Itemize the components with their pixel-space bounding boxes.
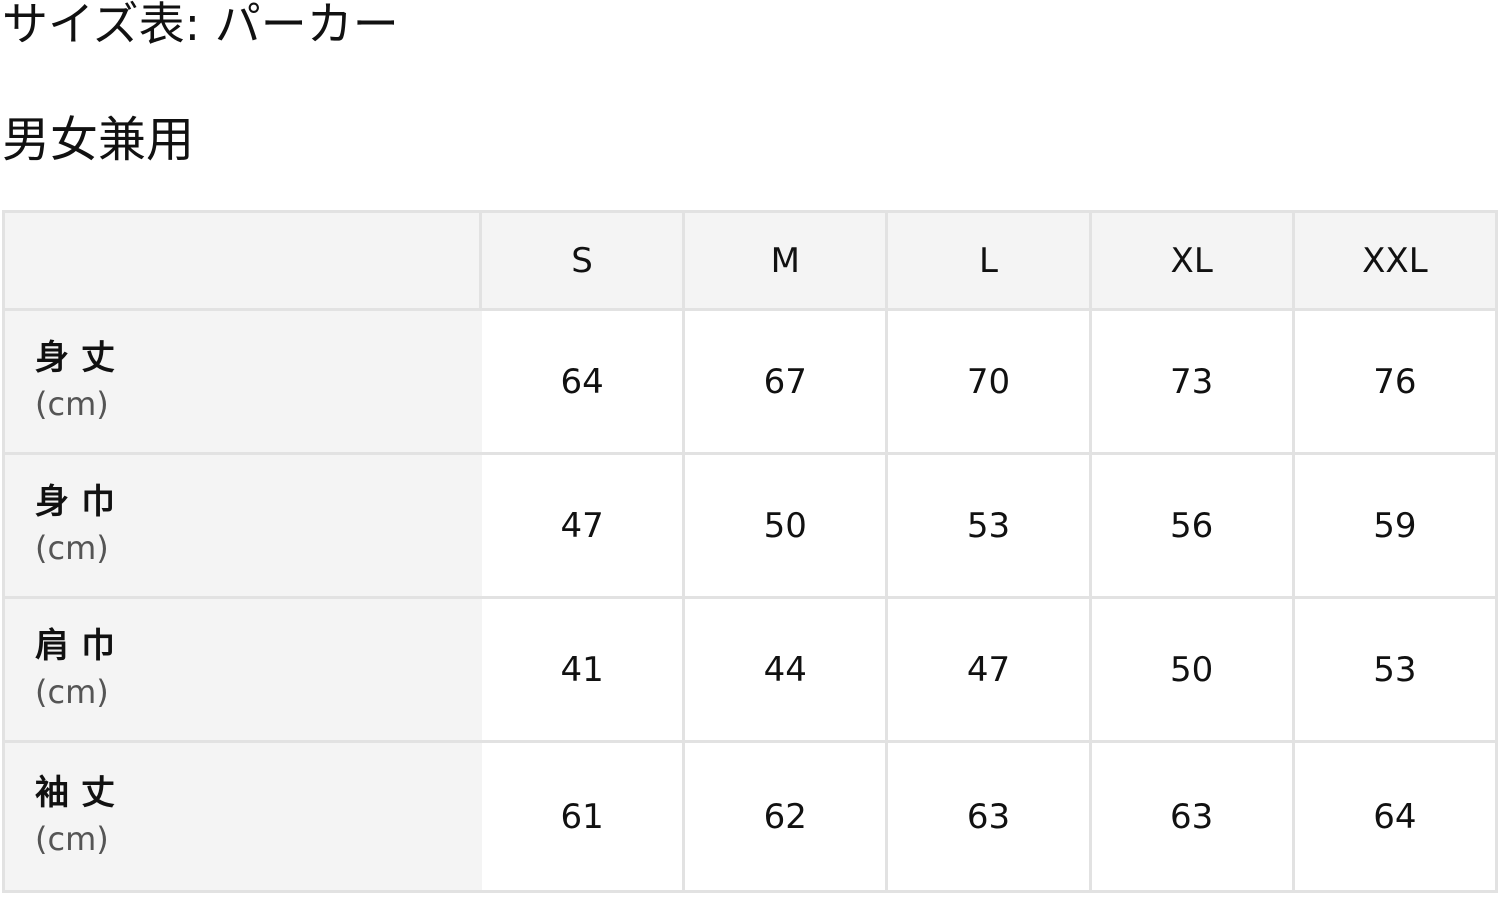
page-title: サイズ表: パーカー <box>2 0 399 51</box>
table-cell: 64 <box>1291 740 1499 893</box>
table-cell: 64 <box>478 308 686 455</box>
table-cell: 63 <box>1088 740 1295 893</box>
table-cell: 76 <box>1291 308 1499 455</box>
column-header: M <box>682 210 889 311</box>
table-cell: 56 <box>1088 452 1295 599</box>
table-cell: 67 <box>682 308 889 455</box>
page-subtitle: 男女兼用 <box>2 112 195 168</box>
column-header: XXL <box>1291 210 1499 311</box>
size-table: S M L XL XXL 身丈 (cm) 64 67 70 73 76 身巾 (cm) 47… <box>2 210 1499 893</box>
row-label: 肩巾 <box>35 625 127 666</box>
header-row: S M L XL XXL <box>2 210 1499 311</box>
table-cell: 47 <box>478 452 686 599</box>
table-cell: 44 <box>682 596 889 743</box>
table-cell: 61 <box>478 740 686 893</box>
row-label-cell: 肩巾 (cm) <box>2 596 482 743</box>
table-cell: 53 <box>885 452 1092 599</box>
row-label-cell: 袖丈 (cm) <box>2 740 482 893</box>
table-cell: 53 <box>1291 596 1499 743</box>
table-cell: 62 <box>682 740 889 893</box>
row-label: 身巾 <box>35 481 127 522</box>
corner-cell <box>2 210 482 311</box>
row-unit: (cm) <box>35 819 109 858</box>
row-label-cell: 身巾 (cm) <box>2 452 482 599</box>
table-cell: 50 <box>682 452 889 599</box>
table-cell: 47 <box>885 596 1092 743</box>
row-label: 身丈 <box>35 337 127 378</box>
column-header: XL <box>1088 210 1295 311</box>
table-cell: 73 <box>1088 308 1295 455</box>
table-cell: 70 <box>885 308 1092 455</box>
row-unit: (cm) <box>35 672 109 711</box>
row-label-cell: 身丈 (cm) <box>2 308 482 455</box>
row-label: 袖丈 <box>35 772 127 813</box>
table-row: 身丈 (cm) 64 67 70 73 76 <box>2 308 1499 455</box>
table-cell: 41 <box>478 596 686 743</box>
table-cell: 50 <box>1088 596 1295 743</box>
column-header: S <box>478 210 686 311</box>
table-row: 身巾 (cm) 47 50 53 56 59 <box>2 452 1499 599</box>
table-cell: 63 <box>885 740 1092 893</box>
table-cell: 59 <box>1291 452 1499 599</box>
table-row: 袖丈 (cm) 61 62 63 63 64 <box>2 740 1499 893</box>
column-header: L <box>885 210 1092 311</box>
row-unit: (cm) <box>35 384 109 423</box>
table-row: 肩巾 (cm) 41 44 47 50 53 <box>2 596 1499 743</box>
row-unit: (cm) <box>35 528 109 567</box>
